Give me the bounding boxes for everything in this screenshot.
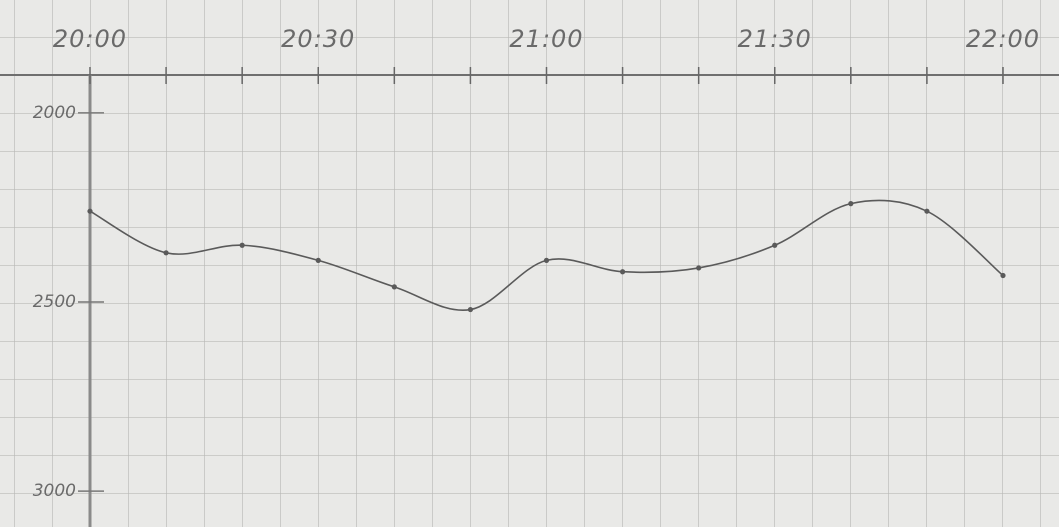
data-point [391,284,397,290]
data-point [848,201,854,207]
data-point [924,208,930,214]
y-tick-label: 2500 [33,292,76,312]
data-point [619,269,626,275]
x-tick-label: 22:00 [966,25,1040,53]
data-point [1000,272,1006,279]
data-point [467,306,474,313]
data-point [87,208,93,214]
x-tick-label: 21:30 [738,25,812,53]
data-point [315,257,321,263]
y-tick-label: 2000 [33,103,76,123]
y-tick-label: 3000 [33,481,76,501]
data-point [239,242,245,248]
data-point [543,257,550,263]
data-point [163,250,169,256]
x-tick-label: 20:30 [281,25,355,53]
data-point [772,242,778,248]
x-tick-label: 21:00 [509,25,583,53]
data-point [696,265,702,271]
x-tick-label: 20:00 [53,25,127,53]
